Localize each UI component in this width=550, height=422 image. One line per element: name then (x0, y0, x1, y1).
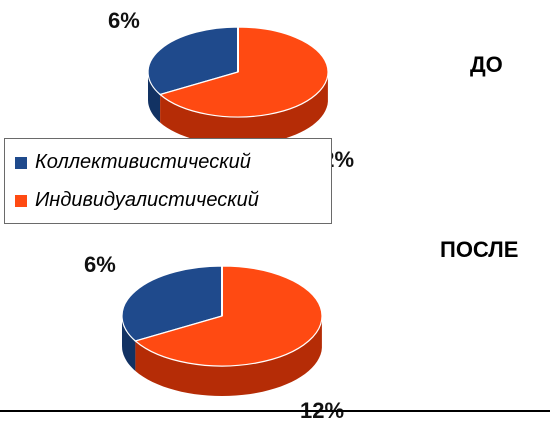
chart-title-before: ДО (470, 52, 503, 77)
legend-label-collectivist: Коллективистический (35, 151, 251, 173)
legend-item-collectivist: Коллективистический (15, 151, 251, 174)
legend-swatch-individualist (15, 194, 27, 207)
legend-swatch-collectivist (15, 156, 27, 169)
pie-slice-collectivist (147, 26, 239, 96)
data-label-after-collectivist: 6% (84, 252, 116, 277)
chart-legend: Коллективистический Индивидуалистический (4, 138, 332, 224)
pie-slice-collectivist (121, 265, 223, 342)
pie-side-individualist (135, 317, 322, 396)
pie-side-individualist (160, 73, 328, 145)
slide-divider-line (0, 410, 550, 412)
legend-label-individualist: Индивидуалистический (35, 189, 259, 211)
pie-slice-individualist (134, 265, 323, 367)
data-label-before-collectivist: 6% (108, 8, 140, 33)
chart-title-after: ПОСЛЕ (440, 237, 518, 262)
pie-chart-before (147, 26, 329, 145)
legend-item-individualist: Индивидуалистический (15, 189, 259, 212)
pie-slice-individualist (158, 26, 329, 118)
pie-chart-after (121, 265, 323, 396)
